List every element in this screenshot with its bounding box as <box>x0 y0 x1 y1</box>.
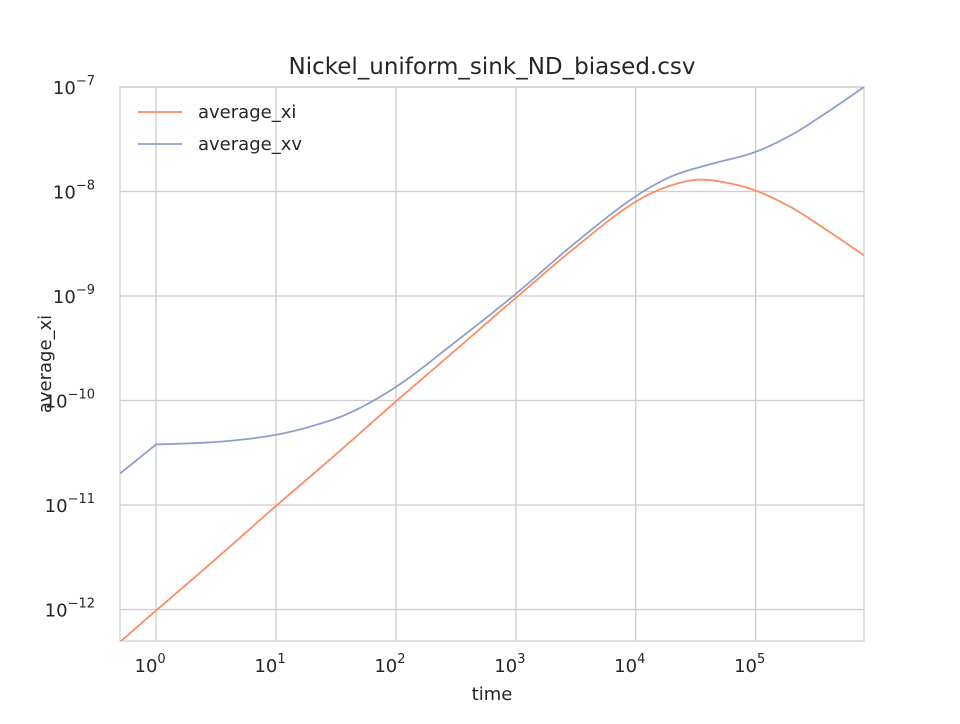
chart-title: Nickel_uniform_sink_ND_biased.csv <box>288 54 695 80</box>
x-tick-base: 10 <box>734 656 757 677</box>
plot-frame <box>119 86 865 642</box>
series-line-average-xv <box>120 87 864 475</box>
y-tick-label: 10−8 <box>53 179 95 204</box>
x-tick-base: 10 <box>494 656 517 677</box>
y-tick-exponent: −12 <box>68 597 95 612</box>
x-tick-base: 10 <box>135 656 158 677</box>
y-tick-exponent: −10 <box>68 388 95 403</box>
x-tick-exponent: 2 <box>397 652 405 667</box>
y-tick-exponent: −8 <box>76 179 95 194</box>
legend: average_xi average_xv <box>138 102 302 155</box>
x-tick-label: 103 <box>494 652 525 677</box>
y-tick-exponent: −7 <box>76 74 95 89</box>
y-tick-label: 10−11 <box>45 492 95 517</box>
y-tick-label: 10−12 <box>45 597 95 622</box>
legend-label-average-xv: average_xv <box>198 134 302 155</box>
y-tick-base: 10 <box>53 287 76 308</box>
tick-labels: 100 101 102 103 104 10510−1210−1110−1010−910−… <box>45 74 766 677</box>
x-tick-label: 104 <box>614 652 645 677</box>
x-tick-exponent: 3 <box>517 652 525 667</box>
y-tick-base: 10 <box>53 183 76 204</box>
x-tick-base: 10 <box>614 656 637 677</box>
y-tick-base: 10 <box>45 601 68 622</box>
x-tick-base: 10 <box>254 656 277 677</box>
x-tick-exponent: 0 <box>157 652 165 667</box>
x-tick-exponent: 4 <box>637 652 645 667</box>
x-tick-label: 102 <box>374 652 405 677</box>
x-tick-label: 101 <box>254 652 285 677</box>
x-tick-base: 10 <box>374 656 397 677</box>
y-tick-base: 10 <box>45 392 68 413</box>
series-line-average-xi <box>120 178 864 641</box>
x-tick-exponent: 5 <box>757 652 765 667</box>
y-tick-label: 10−7 <box>53 74 95 99</box>
y-axis-label: average_xi <box>35 315 56 413</box>
y-tick-label: 10−10 <box>45 388 95 413</box>
x-tick-label: 105 <box>734 652 765 677</box>
y-tick-base: 10 <box>53 78 76 99</box>
x-tick-label: 100 <box>135 652 166 677</box>
legend-label-average-xi: average_xi <box>198 102 296 123</box>
y-tick-label: 10−9 <box>53 283 95 308</box>
y-tick-exponent: −11 <box>68 492 95 507</box>
y-tick-base: 10 <box>45 496 68 517</box>
series-lines <box>120 87 864 641</box>
y-tick-exponent: −9 <box>76 283 95 298</box>
x-tick-exponent: 1 <box>277 652 285 667</box>
x-axis-label: time <box>472 684 513 705</box>
